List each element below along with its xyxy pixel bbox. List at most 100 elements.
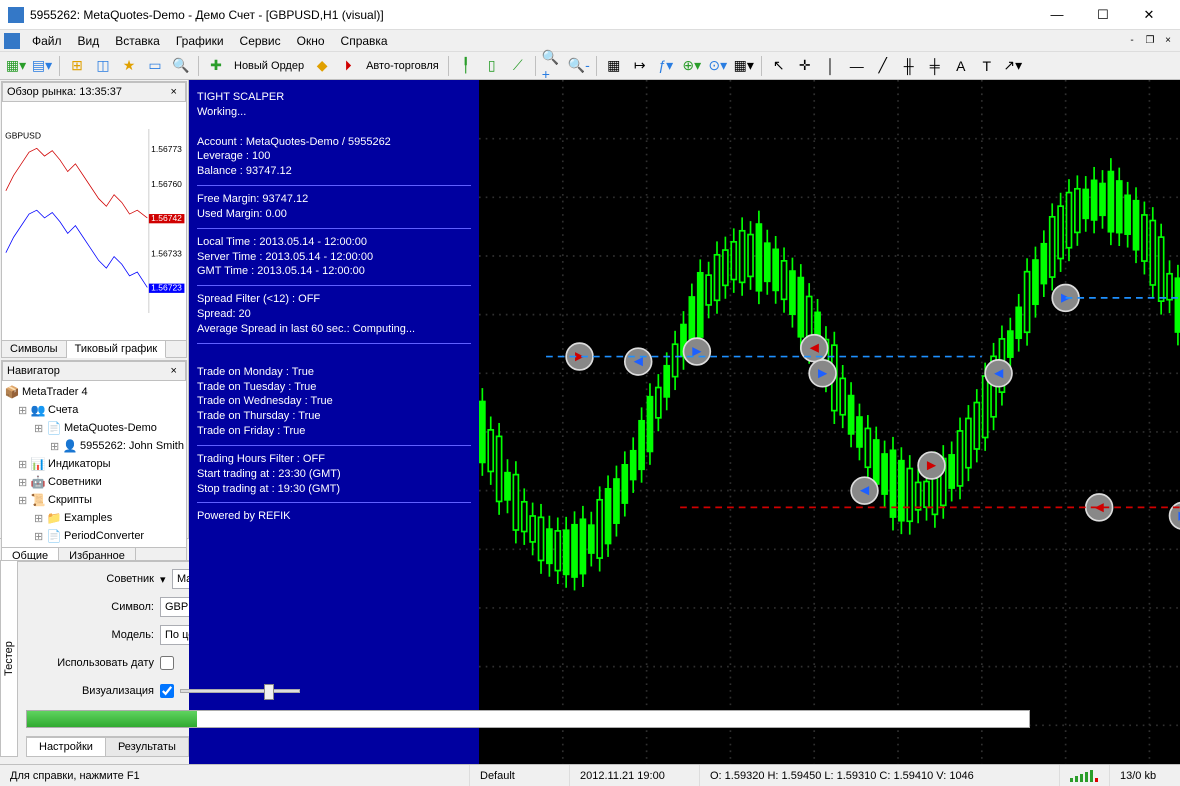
svg-text:◂: ◂ [634, 350, 643, 371]
status-help: Для справки, нажмите F1 [0, 765, 470, 786]
terminal-icon[interactable]: ▭ [143, 54, 167, 78]
indicators-icon[interactable]: ƒ▾ [654, 54, 678, 78]
visual-checkbox[interactable] [160, 684, 174, 698]
status-profile: Default [470, 765, 570, 786]
periods-icon[interactable]: ⊕▾ [680, 54, 704, 78]
new-order-icon[interactable]: ✚ [204, 54, 228, 78]
svg-text:◂: ◂ [810, 336, 819, 357]
navigator-title: Навигатор [7, 365, 60, 377]
tree-item[interactable]: ⊞📜Скрипты [4, 491, 184, 509]
market-watch-title: Обзор рынка: 13:35:37 [7, 86, 122, 98]
menu-Сервис[interactable]: Сервис [232, 32, 289, 50]
svg-text:▸: ▸ [575, 345, 584, 366]
candle-chart-icon[interactable]: ▯ [480, 54, 504, 78]
chart-shift-icon[interactable]: ↦ [628, 54, 652, 78]
menu-Файл[interactable]: Файл [24, 32, 70, 50]
main-chart[interactable]: ▸◂▸◂▸◂▸◂▸◂▸◂▸◂▸◂ [479, 80, 1180, 784]
svg-text:◂: ◂ [860, 479, 869, 500]
tester-icon[interactable]: 🔍 [169, 54, 193, 78]
navigator-panel: Навигатор × 📦MetaTrader 4⊞👥Счета⊞📄MetaQu… [1, 360, 187, 565]
tree-item[interactable]: ⊞👥Счета [4, 401, 184, 419]
line-chart-icon[interactable]: ⟋ [506, 54, 530, 78]
symbol-label: Символ: [26, 601, 154, 613]
tree-item[interactable]: ⊞📁Examples [4, 509, 184, 527]
mdi-minimize[interactable]: - [1124, 34, 1140, 48]
statusbar: Для справки, нажмите F1 Default 2012.11.… [0, 764, 1180, 786]
menu-Графики[interactable]: Графики [168, 32, 232, 50]
market-watch-icon[interactable]: ⊞ [65, 54, 89, 78]
tree-item[interactable]: ⊞📄MetaQuotes-Demo [4, 419, 184, 437]
tree-item[interactable]: 📦MetaTrader 4 [4, 383, 184, 401]
tree-item[interactable]: ⊞📄PeriodConverter [4, 527, 184, 545]
menu-Вставка[interactable]: Вставка [107, 32, 168, 50]
svg-text:▸: ▸ [1061, 286, 1070, 307]
svg-text:▸: ▸ [818, 361, 827, 382]
zoom-out-icon[interactable]: 🔍- [567, 54, 591, 78]
autotrading-icon[interactable]: ⏵ [336, 54, 360, 78]
new-order-label[interactable]: Новый Ордер [230, 60, 308, 72]
crosshair-icon[interactable]: ✛ [793, 54, 817, 78]
mw-tab-0[interactable]: Символы [2, 341, 67, 357]
new-chart-icon[interactable]: ▦▾ [4, 54, 28, 78]
cursor-icon[interactable]: ↖ [767, 54, 791, 78]
vline-icon[interactable]: │ [819, 54, 843, 78]
templates-icon[interactable]: ⊙▾ [706, 54, 730, 78]
navigator-tree[interactable]: 📦MetaTrader 4⊞👥Счета⊞📄MetaQuotes-Demo⊞👤5… [2, 381, 186, 547]
tree-item[interactable]: ⊞👤5955262: John Smith [4, 437, 184, 455]
status-conn: 13/0 kb [1110, 765, 1180, 786]
use-date-checkbox[interactable] [160, 656, 174, 670]
menu-Вид[interactable]: Вид [70, 32, 108, 50]
svg-text:1.56760: 1.56760 [151, 179, 182, 189]
autotrading-label[interactable]: Авто-торговля [362, 60, 443, 72]
maximize-button[interactable]: ☐ [1080, 0, 1126, 30]
connection-bars-icon [1060, 765, 1110, 786]
mdi-close[interactable]: × [1160, 34, 1176, 48]
strategy-icon[interactable]: ▦▾ [732, 54, 756, 78]
market-watch-panel: Обзор рынка: 13:35:37 × GBPUSD 1.567731.… [1, 81, 187, 358]
menu-icon [4, 33, 20, 49]
arrows-icon[interactable]: ↗▾ [1001, 54, 1025, 78]
menubar: ФайлВидВставкаГрафикиСервисОкноСправка -… [0, 30, 1180, 52]
svg-text:1.56742: 1.56742 [151, 213, 182, 223]
svg-text:1.56773: 1.56773 [151, 144, 182, 154]
svg-text:◂: ◂ [1094, 495, 1103, 516]
navigator-icon[interactable]: ★ [117, 54, 141, 78]
progress-bar [26, 710, 1030, 728]
tester-vertical-tab[interactable]: Тестер [0, 560, 18, 757]
data-window-icon[interactable]: ◫ [91, 54, 115, 78]
text-icon[interactable]: A [949, 54, 973, 78]
menu-Справка[interactable]: Справка [333, 32, 396, 50]
fibo-icon[interactable]: ╪ [923, 54, 947, 78]
profiles-icon[interactable]: ▤▾ [30, 54, 54, 78]
close-button[interactable]: ✕ [1126, 0, 1172, 30]
mdi-restore[interactable]: ❐ [1142, 34, 1158, 48]
trendline-icon[interactable]: ╱ [871, 54, 895, 78]
channel-icon[interactable]: ╫ [897, 54, 921, 78]
tick-chart[interactable]: GBPUSD 1.567731.567601.567461.567331.567… [2, 102, 186, 340]
visual-label: Визуализация [26, 685, 154, 697]
tree-item[interactable]: ⊞🤖Советники [4, 473, 184, 491]
market-watch-close-icon[interactable]: × [167, 86, 181, 98]
svg-text:1.56723: 1.56723 [151, 283, 182, 293]
bar-chart-icon[interactable]: ╿ [454, 54, 478, 78]
tester-tab-0[interactable]: Настройки [26, 737, 106, 757]
speed-slider[interactable] [180, 689, 300, 693]
minimize-button[interactable]: — [1034, 0, 1080, 30]
model-label: Модель: [26, 629, 154, 641]
auto-scroll-icon[interactable]: ▦ [602, 54, 626, 78]
status-ohlc: O: 1.59320 H: 1.59450 L: 1.59310 C: 1.59… [700, 765, 1060, 786]
svg-text:▸: ▸ [927, 454, 936, 475]
window-title: 5955262: MetaQuotes-Demo - Демо Счет - [… [30, 8, 1034, 22]
tree-item[interactable]: ⊞📊Индикаторы [4, 455, 184, 473]
metaeditor-icon[interactable]: ◆ [310, 54, 334, 78]
menu-Окно[interactable]: Окно [289, 32, 333, 50]
navigator-close-icon[interactable]: × [167, 365, 181, 377]
tester-tab-1[interactable]: Результаты [105, 737, 189, 757]
zoom-in-icon[interactable]: 🔍+ [541, 54, 565, 78]
svg-text:◂: ◂ [994, 361, 1003, 382]
label-icon[interactable]: T [975, 54, 999, 78]
svg-text:1.56733: 1.56733 [151, 249, 182, 259]
mw-tab-1[interactable]: Тиковый график [67, 341, 167, 358]
hline-icon[interactable]: — [845, 54, 869, 78]
titlebar: 5955262: MetaQuotes-Demo - Демо Счет - [… [0, 0, 1180, 30]
